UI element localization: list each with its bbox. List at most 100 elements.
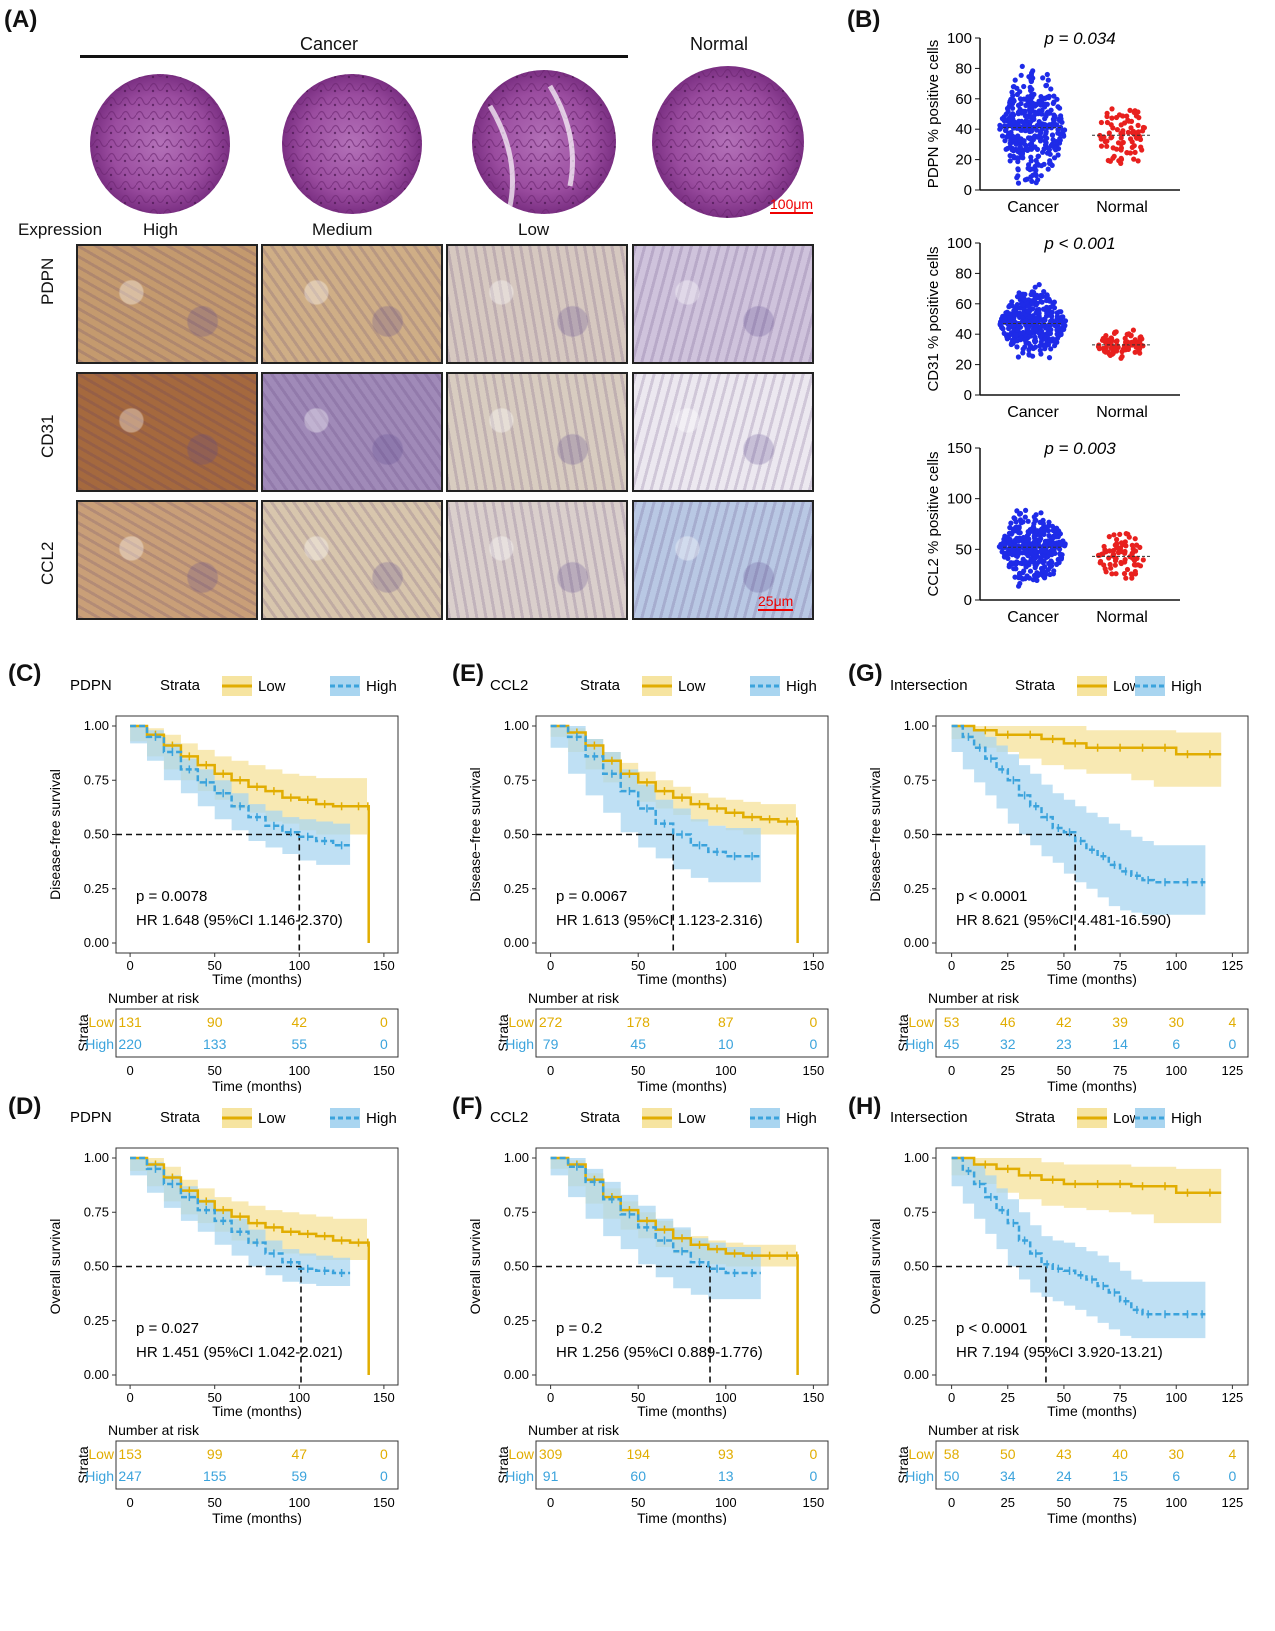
risk-count-low: 40 — [1112, 1446, 1128, 1462]
scatter-point — [1004, 145, 1011, 152]
scatter-point — [1129, 551, 1135, 557]
risk-row-high-label: High — [85, 1036, 114, 1052]
x-tick-label: 50 — [1057, 958, 1071, 973]
scatter-point — [1027, 333, 1033, 339]
scatter-point — [1046, 355, 1053, 361]
scatter-point — [1117, 531, 1123, 537]
scatter-point — [1038, 173, 1044, 179]
scatter-point — [1035, 153, 1041, 159]
risk-x-tick-label: 0 — [948, 1495, 955, 1510]
km-hazard-ratio: HR 1.613 (95%CI 1.123-2.316) — [556, 912, 763, 929]
scatter-point — [1101, 543, 1107, 550]
scatter-chart-cd31: p < 0.001 CD31 % positive cells 0 20 40 60 80 1… — [925, 234, 1180, 421]
scatter-point — [1028, 548, 1034, 554]
y-tick-label: 0 — [964, 592, 972, 609]
scatter-point — [1043, 308, 1049, 314]
scatter-point — [1131, 131, 1137, 137]
ci-band-high — [951, 726, 1206, 915]
risk-count-low: 43 — [1056, 1446, 1072, 1462]
x-tick-label: Normal — [1096, 404, 1148, 421]
scatter-point — [1132, 349, 1138, 355]
risk-count-high: 0 — [810, 1468, 818, 1484]
scatter-point — [1119, 349, 1125, 355]
ci-band-high — [951, 1158, 1206, 1339]
scatter-point — [1036, 558, 1042, 564]
scatter-point — [1110, 553, 1116, 559]
km-gene-label: Intersection — [890, 1109, 968, 1126]
censor-marks-high — [967, 1167, 1203, 1319]
x-tick-label: 100 — [715, 958, 737, 973]
risk-count-high: 13 — [718, 1468, 734, 1484]
x-tick-label: Normal — [1096, 609, 1148, 626]
y-tick-label: 0.00 — [904, 1367, 929, 1382]
scatter-point — [1033, 327, 1039, 333]
scatter-point — [1042, 95, 1048, 101]
scatter-point — [1007, 525, 1013, 531]
risk-x-tick-label: 100 — [288, 1063, 310, 1078]
risk-table-title: Number at risk — [528, 1422, 620, 1438]
scatter-point — [1130, 327, 1136, 333]
risk-count-high: 91 — [543, 1468, 559, 1484]
scatter-point — [1111, 532, 1117, 538]
scatter-point — [1016, 583, 1022, 589]
x-tick-label: 0 — [547, 1390, 554, 1405]
scatter-point — [1051, 568, 1057, 574]
scatter-point — [1011, 84, 1017, 90]
scatter-point — [1025, 94, 1031, 100]
scatter-point — [1023, 537, 1029, 543]
risk-table-frame — [935, 1440, 1249, 1490]
scatter-point — [1135, 158, 1141, 164]
y-tick-label: 80 — [955, 60, 972, 77]
scatter-point — [1052, 337, 1058, 343]
y-tick-label: 100 — [947, 30, 972, 47]
scatter-point — [1025, 531, 1032, 537]
scatter-point — [1014, 524, 1020, 530]
scatter-point — [1020, 301, 1026, 308]
ihc-image-ccl2-low — [446, 500, 628, 620]
scatter-point — [1010, 548, 1016, 554]
risk-row-high-label: High — [905, 1036, 934, 1052]
x-tick-label: 150 — [373, 1390, 395, 1405]
scatter-point — [1051, 114, 1058, 120]
censor-marks-high — [967, 732, 1203, 887]
scatter-point — [1005, 108, 1011, 115]
risk-count-low: 47 — [292, 1446, 308, 1462]
scatter-point — [1042, 336, 1048, 342]
ci-band-high — [130, 726, 351, 865]
risk-x-tick-label: 75 — [1113, 1495, 1127, 1510]
risk-table-title: Number at risk — [928, 1422, 1020, 1438]
scatter-point — [1132, 108, 1138, 114]
risk-x-tick-label: 50 — [1057, 1063, 1071, 1078]
y-tick-label: 0.00 — [904, 935, 929, 950]
legend-low-label: Low — [258, 1110, 286, 1127]
scatter-point — [1044, 71, 1050, 78]
scatter-point — [1031, 134, 1037, 140]
scatter-point — [1112, 329, 1118, 335]
scatter-point — [1102, 139, 1108, 145]
scatter-point — [1026, 162, 1032, 168]
risk-count-high: 14 — [1112, 1036, 1128, 1052]
scatter-point — [1037, 527, 1044, 533]
y-tick-label: 100 — [947, 491, 972, 508]
scatter-point — [1049, 132, 1056, 138]
risk-x-tick-label: 0 — [126, 1495, 133, 1510]
scatter-point — [1134, 341, 1140, 347]
ihc-image-cd31-high — [76, 372, 258, 492]
y-tick-label: 0.75 — [904, 1204, 929, 1219]
scatter-point — [1027, 568, 1034, 574]
scatter-point — [1058, 331, 1064, 338]
scatter-point — [1109, 571, 1115, 577]
scatter-point — [1108, 565, 1114, 571]
scatter-point — [1038, 548, 1044, 554]
scatter-point — [1038, 339, 1044, 345]
scatter-point — [1043, 140, 1049, 146]
risk-x-tick-label: 25 — [1001, 1495, 1015, 1510]
scatter-point — [1129, 572, 1135, 578]
scatter-point — [1051, 123, 1057, 129]
risk-count-low: 131 — [118, 1014, 142, 1030]
scatter-point — [1028, 154, 1034, 160]
km-strata-label: Strata — [160, 677, 201, 694]
scatter-point — [1025, 518, 1031, 524]
scatter-point — [1014, 559, 1020, 565]
